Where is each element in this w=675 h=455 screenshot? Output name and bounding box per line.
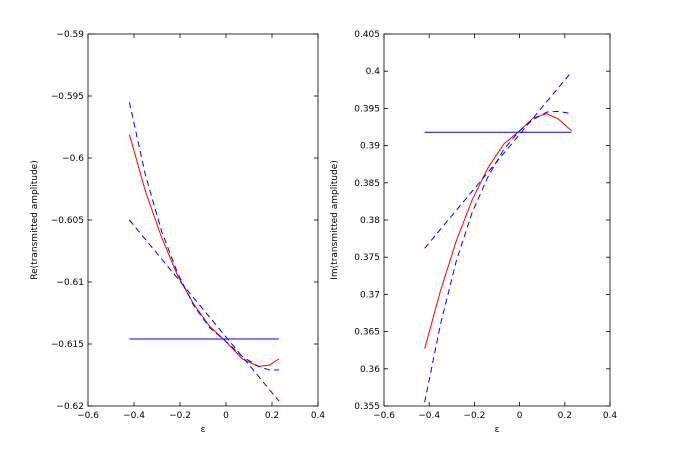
left-x-tick-label: −0.2: [169, 411, 191, 421]
left-series-0-solid-line: [128, 134, 280, 367]
right-y-tick-label: 0.385: [354, 179, 380, 189]
left-y-tick-label: −0.595: [51, 92, 84, 102]
right-y-tick-label: 0.365: [354, 328, 380, 338]
left-y-tick-label: −0.6: [62, 154, 84, 164]
right-series-3-dashed-line: [424, 110, 572, 403]
left-x-tick-label: 0.2: [265, 411, 279, 421]
left-y-axis-label: Re(transmitted amplitude): [30, 160, 40, 279]
right-y-tick-label: 0.36: [360, 365, 380, 375]
left-panel: −0.6 −0.4 −0.2 0 0.2 0.4 −0.59 −0.595 −0.6 −0.605…: [30, 30, 325, 435]
left-x-tick-label: −0.6: [77, 411, 99, 421]
right-y-tick-label: 0.355: [354, 402, 380, 412]
left-y-tick-label: −0.615: [51, 340, 84, 350]
right-ticks: −0.6 −0.4 −0.2 0 0.2 0.4 0.405 0.4 0.395 0.39 0.38…: [354, 30, 617, 421]
right-y-tick-label: 0.405: [354, 30, 380, 40]
left-x-tick-label: −0.4: [123, 411, 145, 421]
right-y-tick-label: 0.38: [360, 216, 380, 226]
right-y-tick-label: 0.37: [360, 290, 380, 300]
left-x-tick-label: 0: [223, 411, 229, 421]
right-series: [424, 71, 572, 403]
right-x-tick-label: −0.2: [463, 411, 485, 421]
right-y-tick-label: 0.39: [360, 142, 380, 152]
right-y-tick-label: 0.4: [366, 67, 381, 77]
right-panel: −0.6 −0.4 −0.2 0 0.2 0.4 0.405 0.4 0.395 0.39 0.38…: [330, 30, 617, 435]
right-y-tick-label: 0.375: [354, 253, 380, 263]
right-y-axis-label: Im(transmitted amplitude): [330, 160, 340, 280]
right-x-tick-label: −0.6: [373, 411, 395, 421]
right-x-axis-label: ε: [495, 425, 500, 435]
left-series-2-dashed-line: [129, 219, 280, 402]
right-y-tick-label: 0.395: [354, 104, 380, 114]
left-series-3-dashed-line: [128, 102, 279, 371]
left-y-tick-label: −0.605: [51, 216, 84, 226]
left-x-tick-label: 0.4: [311, 411, 326, 421]
left-plot-frame: [87, 33, 319, 407]
left-ticks: −0.6 −0.4 −0.2 0 0.2 0.4 −0.59 −0.595 −0.6 −0.605…: [51, 30, 326, 421]
left-series: [128, 102, 280, 402]
left-y-tick-label: −0.59: [56, 30, 84, 40]
right-series-0-solid-line: [424, 113, 572, 349]
right-x-tick-label: 0: [517, 411, 523, 421]
right-x-tick-label: −0.4: [418, 411, 440, 421]
right-x-tick-label: 0.4: [603, 411, 618, 421]
right-x-tick-label: 0.2: [558, 411, 572, 421]
left-x-axis-label: ε: [201, 425, 206, 435]
left-y-tick-label: −0.61: [56, 278, 84, 288]
right-plot-frame: [383, 33, 611, 407]
left-y-tick-label: −0.62: [56, 402, 84, 412]
